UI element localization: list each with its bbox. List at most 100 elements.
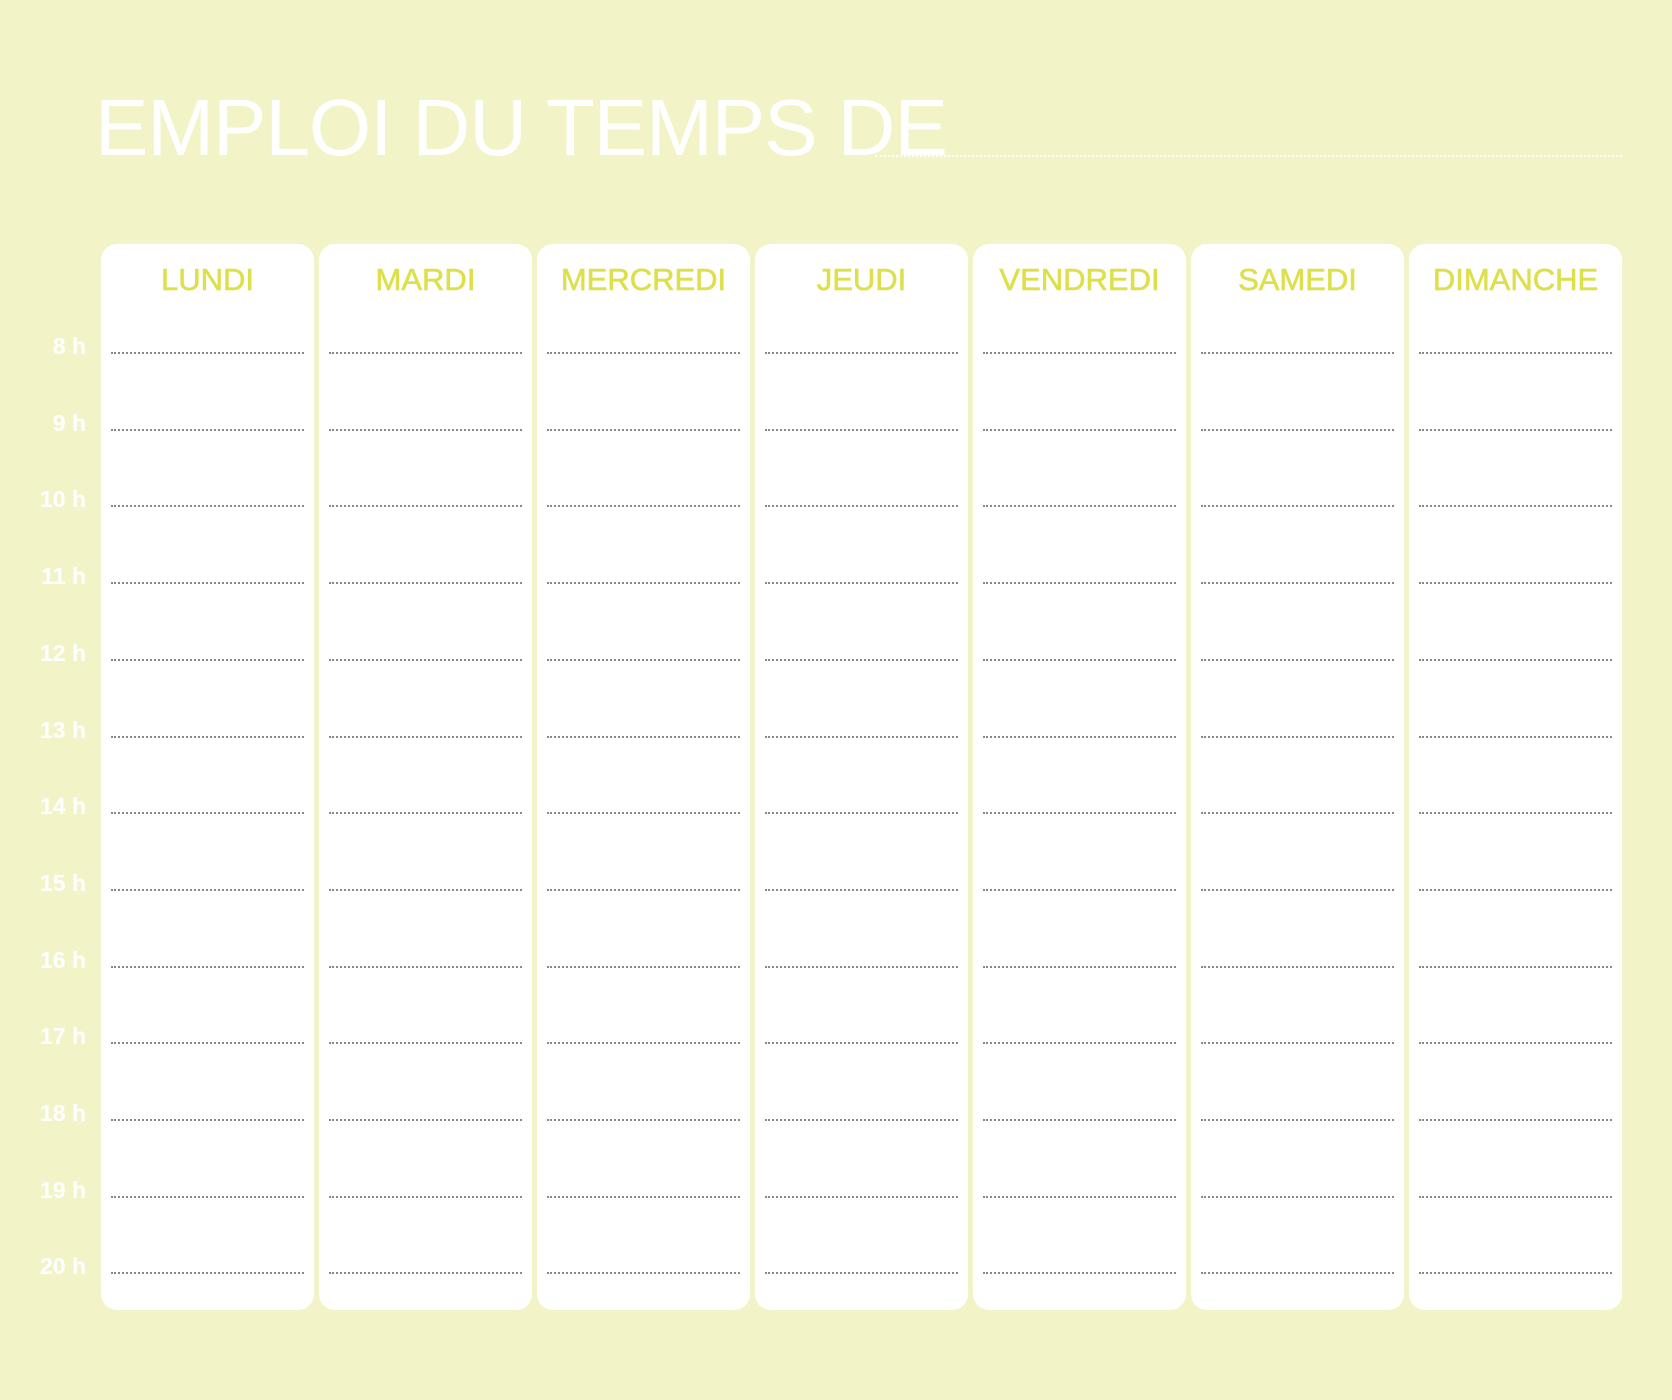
time-slot-line[interactable] bbox=[765, 582, 958, 585]
time-slot-line[interactable] bbox=[1419, 965, 1612, 968]
time-slot-line[interactable] bbox=[765, 812, 958, 815]
time-slot-line[interactable] bbox=[1419, 735, 1612, 738]
time-slot-line[interactable] bbox=[1201, 428, 1394, 431]
time-slot-line[interactable] bbox=[1201, 352, 1394, 354]
time-slot-line[interactable] bbox=[765, 1042, 958, 1045]
time-slot-line[interactable] bbox=[983, 1042, 1176, 1045]
time-slot-line[interactable] bbox=[983, 1272, 1176, 1275]
time-slot-line[interactable] bbox=[111, 658, 304, 661]
time-slot-line[interactable] bbox=[1419, 888, 1612, 891]
time-slot-line[interactable] bbox=[111, 352, 304, 354]
time-slot-line[interactable] bbox=[547, 1195, 740, 1198]
time-slot-line[interactable] bbox=[765, 965, 958, 968]
time-slot-line[interactable] bbox=[765, 352, 958, 354]
time-slot-line[interactable] bbox=[1419, 582, 1612, 585]
time-slot-line[interactable] bbox=[1201, 888, 1394, 891]
time-slot-line[interactable] bbox=[983, 812, 1176, 815]
time-slot-line[interactable] bbox=[983, 428, 1176, 431]
time-slot-line[interactable] bbox=[547, 428, 740, 431]
time-slot-line[interactable] bbox=[111, 505, 304, 508]
time-slot-line[interactable] bbox=[765, 505, 958, 508]
time-slot-line[interactable] bbox=[547, 735, 740, 738]
time-slot-line[interactable] bbox=[1201, 582, 1394, 585]
time-slot-line[interactable] bbox=[329, 1195, 522, 1198]
day-column-vendredi: VENDREDI bbox=[973, 244, 1186, 1310]
time-slot-line[interactable] bbox=[547, 1272, 740, 1275]
time-slot-line[interactable] bbox=[329, 1119, 522, 1121]
time-slot-line[interactable] bbox=[111, 1119, 304, 1121]
time-slot-line[interactable] bbox=[329, 965, 522, 968]
time-slot-line[interactable] bbox=[983, 1195, 1176, 1198]
time-slot-line[interactable] bbox=[547, 888, 740, 891]
time-slot-line[interactable] bbox=[111, 735, 304, 738]
time-slot-line[interactable] bbox=[329, 1272, 522, 1275]
time-slot-line[interactable] bbox=[1419, 1272, 1612, 1275]
time-slot-line[interactable] bbox=[111, 582, 304, 585]
time-slot-line[interactable] bbox=[983, 505, 1176, 508]
time-slot-line[interactable] bbox=[1201, 1042, 1394, 1045]
time-slot-line[interactable] bbox=[111, 1272, 304, 1275]
time-slot-line[interactable] bbox=[1419, 1195, 1612, 1198]
time-slot-line[interactable] bbox=[547, 658, 740, 661]
time-slot-line[interactable] bbox=[983, 965, 1176, 968]
time-slot-line[interactable] bbox=[111, 428, 304, 431]
time-slot-line[interactable] bbox=[1201, 658, 1394, 661]
time-slot-line[interactable] bbox=[547, 812, 740, 815]
time-slot-line[interactable] bbox=[329, 352, 522, 354]
name-fill-line[interactable] bbox=[875, 155, 1622, 157]
time-slot-line[interactable] bbox=[765, 735, 958, 738]
time-slot-line[interactable] bbox=[983, 352, 1176, 354]
time-slot-line[interactable] bbox=[983, 658, 1176, 661]
time-slot-line[interactable] bbox=[1419, 428, 1612, 431]
time-slot-line[interactable] bbox=[765, 1195, 958, 1198]
time-slot-line[interactable] bbox=[547, 965, 740, 968]
time-slot-line[interactable] bbox=[1201, 505, 1394, 508]
time-slot-line[interactable] bbox=[1201, 812, 1394, 815]
time-slot-line[interactable] bbox=[329, 812, 522, 815]
hour-label: 18 h bbox=[39, 1100, 86, 1126]
time-slot-line[interactable] bbox=[111, 812, 304, 815]
page-title: EMPLOI DU TEMPS DE bbox=[95, 83, 948, 172]
time-slot-line[interactable] bbox=[765, 1119, 958, 1121]
time-slot-line[interactable] bbox=[1419, 812, 1612, 815]
time-slot-line[interactable] bbox=[983, 582, 1176, 585]
time-slot-line[interactable] bbox=[765, 888, 958, 891]
hour-label: 20 h bbox=[39, 1253, 86, 1280]
time-slot-line[interactable] bbox=[1419, 352, 1612, 354]
time-slot-line[interactable] bbox=[547, 352, 740, 354]
time-slot-line[interactable] bbox=[547, 505, 740, 508]
time-slot-line[interactable] bbox=[111, 1042, 304, 1045]
time-slot-line[interactable] bbox=[329, 658, 522, 661]
time-slot-line[interactable] bbox=[983, 888, 1176, 891]
hour-label: 8 h bbox=[52, 333, 86, 359]
day-column-samedi: SAMEDI bbox=[1191, 244, 1404, 1310]
time-slot-line[interactable] bbox=[765, 1272, 958, 1275]
time-slot-line[interactable] bbox=[329, 1042, 522, 1045]
time-slot-line[interactable] bbox=[1419, 658, 1612, 661]
time-slot-line[interactable] bbox=[983, 735, 1176, 738]
time-slot-line[interactable] bbox=[1201, 1195, 1394, 1198]
hour-label: 12 h bbox=[39, 639, 86, 666]
time-slot-line[interactable] bbox=[547, 582, 740, 585]
time-slot-line[interactable] bbox=[329, 582, 522, 585]
time-slot-line[interactable] bbox=[329, 735, 522, 738]
time-slot-line[interactable] bbox=[329, 428, 522, 431]
time-slot-line[interactable] bbox=[1201, 1119, 1394, 1121]
time-slot-line[interactable] bbox=[111, 965, 304, 968]
time-slot-line[interactable] bbox=[765, 658, 958, 661]
time-slot-line[interactable] bbox=[111, 888, 304, 891]
time-slot-line[interactable] bbox=[547, 1119, 740, 1121]
time-slot-line[interactable] bbox=[1419, 505, 1612, 508]
time-slot-line[interactable] bbox=[1201, 735, 1394, 738]
time-slot-line[interactable] bbox=[329, 505, 522, 508]
time-slot-line[interactable] bbox=[983, 1119, 1176, 1121]
time-slot-line[interactable] bbox=[1419, 1042, 1612, 1045]
time-slot-line[interactable] bbox=[765, 428, 958, 431]
time-slot-line[interactable] bbox=[547, 1042, 740, 1045]
time-slot-line[interactable] bbox=[1201, 965, 1394, 968]
time-slot-line[interactable] bbox=[1419, 1119, 1612, 1121]
time-slot-line[interactable] bbox=[329, 888, 522, 891]
time-slot-line[interactable] bbox=[1201, 1272, 1394, 1275]
day-column-lundi: LUNDI bbox=[101, 244, 314, 1310]
time-slot-line[interactable] bbox=[111, 1195, 304, 1198]
